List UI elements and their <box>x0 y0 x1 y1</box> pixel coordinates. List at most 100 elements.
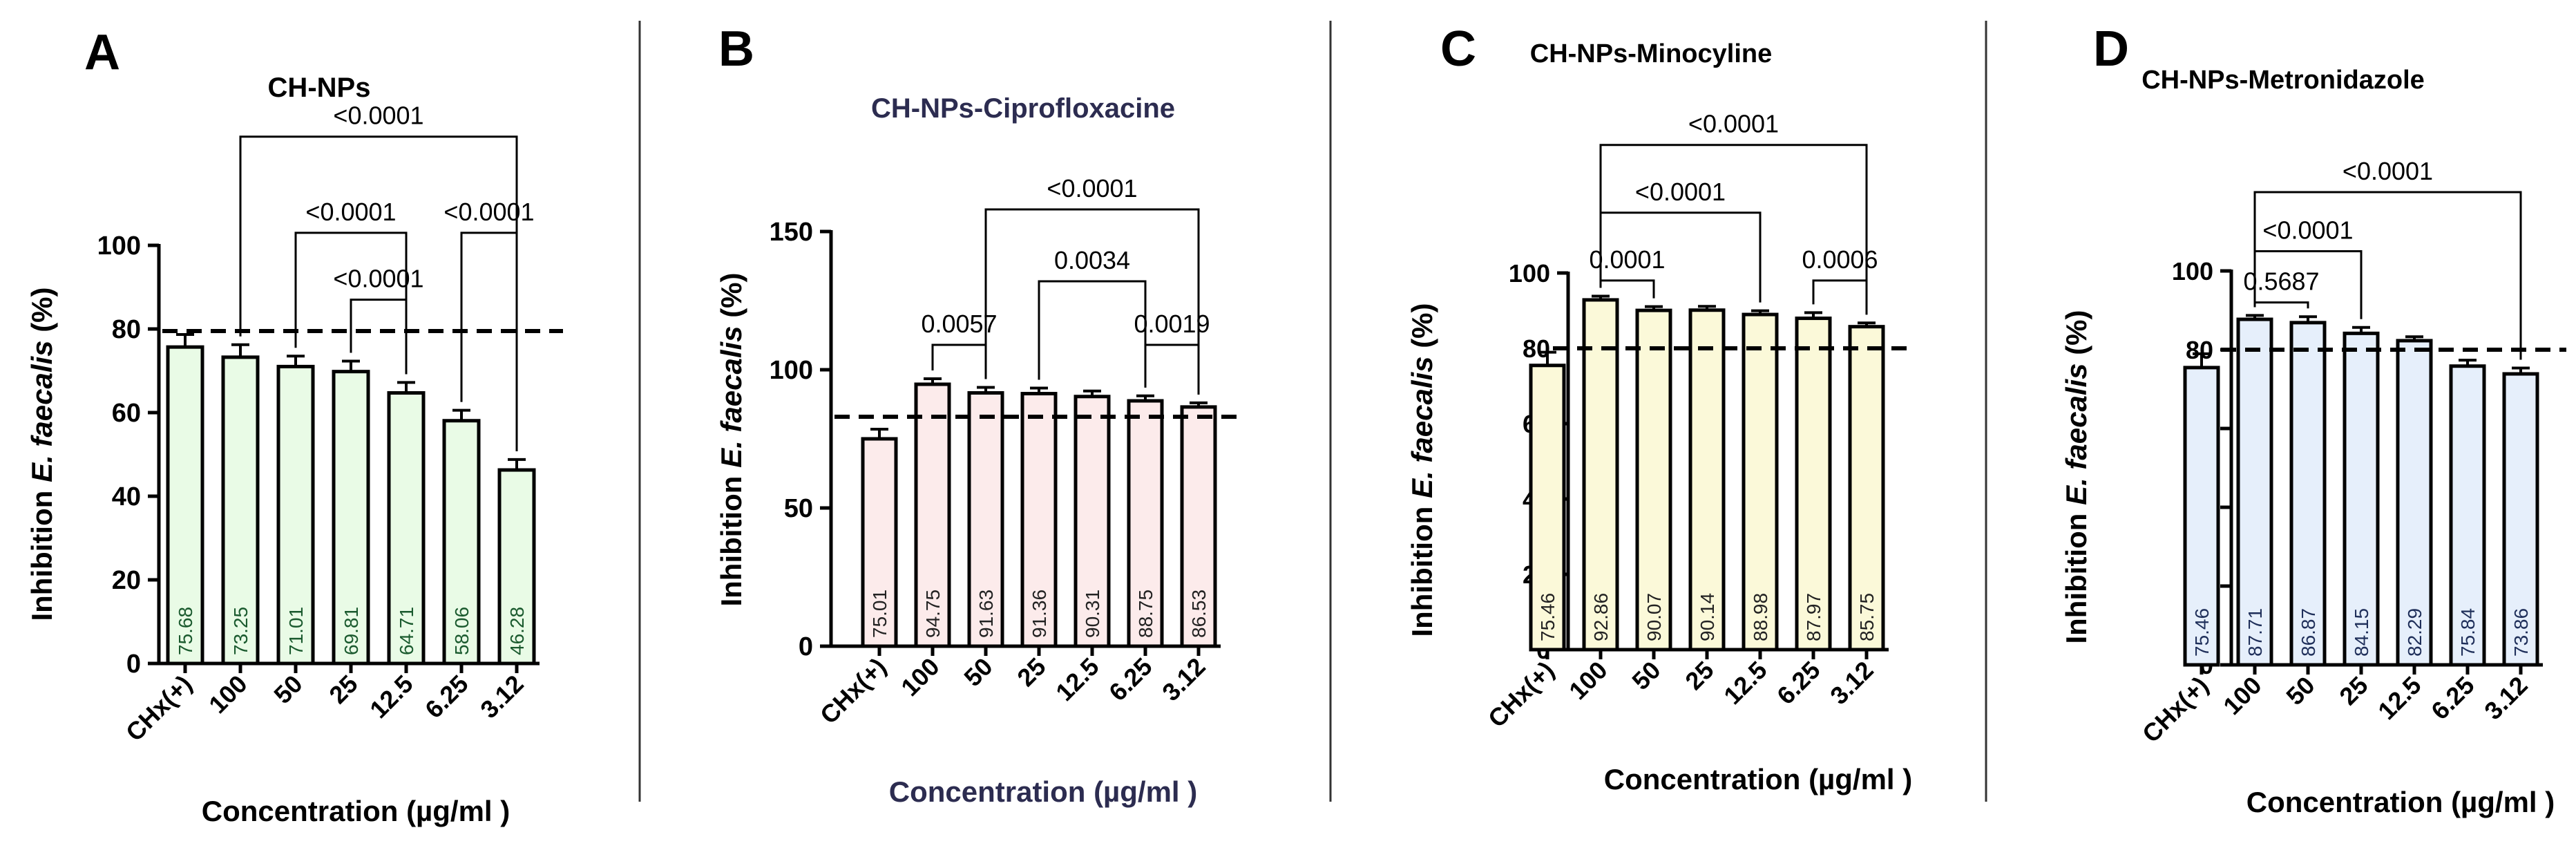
y-tick-label: 80 <box>112 315 141 344</box>
y-tick-label: 80 <box>2186 336 2213 364</box>
significance-label: 0.0034 <box>1054 246 1130 274</box>
y-tick-label: 100 <box>2172 257 2213 285</box>
significance-bracket <box>1599 211 1762 303</box>
panel-letter: C <box>1440 21 1476 77</box>
bar <box>442 419 481 666</box>
bar <box>2236 317 2273 667</box>
bar-value-label: 86.87 <box>2298 608 2319 657</box>
panel-B: B CH-NPs-Ciprofloxacine 0 50 100 150 Inhibitio… <box>715 21 1240 808</box>
bar-value-label: 87.97 <box>1803 593 1824 641</box>
x-axis-label: Concentration (µg/ml ) <box>1604 763 1913 795</box>
y-axis-label-species: E. faecalis <box>2060 363 2092 505</box>
y-axis-label-suffix: (%) <box>715 272 747 326</box>
panel-letter: B <box>718 21 754 77</box>
bar-value-label: 82.29 <box>2404 608 2425 657</box>
y-axis-label-prefix: Inhibition <box>1406 498 1438 637</box>
bar-value-label: 75.84 <box>2457 608 2479 657</box>
chart-title: CH-NPs-Minocyline <box>1530 39 1772 68</box>
bar-value-label: 73.86 <box>2510 608 2532 657</box>
y-tick-label: 80 <box>1523 335 1550 363</box>
bar-value-label: 91.63 <box>975 590 997 638</box>
significance-label: <0.0001 <box>2343 157 2433 185</box>
significance-bracket <box>2253 250 2363 319</box>
significance-label: <0.0001 <box>443 198 534 226</box>
bar-value-label: 87.71 <box>2244 608 2266 657</box>
bar-value-label: 58.06 <box>451 607 473 655</box>
significance-label: 0.5687 <box>2243 267 2319 296</box>
bar-value-label: 90.14 <box>1697 593 1718 641</box>
significance-label: <0.0001 <box>305 198 396 226</box>
bar-value-label: 88.75 <box>1135 590 1156 638</box>
bar-value-label: 91.36 <box>1029 590 1050 638</box>
bar <box>1635 308 1672 652</box>
x-axis-label: Concentration (µg/ml ) <box>889 775 1198 808</box>
significance-label: 0.0019 <box>1134 310 1210 338</box>
y-tick-label: 0 <box>126 650 141 679</box>
significance-label: <0.0001 <box>1688 110 1779 138</box>
significance-label: <0.0001 <box>333 102 423 130</box>
y-axis-label-suffix: (%) <box>26 287 58 340</box>
x-axis-label: Concentration (µg/ml ) <box>202 795 511 827</box>
bar-value-label: 90.31 <box>1082 590 1103 638</box>
significance-label: <0.0001 <box>1047 174 1137 202</box>
significance-bracket <box>1812 279 1868 315</box>
panel-letter: A <box>84 25 120 80</box>
bar-value-label: 90.07 <box>1643 593 1665 641</box>
bar <box>1795 317 1832 652</box>
y-tick-label: 50 <box>784 494 813 523</box>
y-tick-label: 40 <box>112 482 141 511</box>
chart-title: CH-NPs-Ciprofloxacine <box>871 93 1175 124</box>
bar-value-label: 64.71 <box>396 607 417 655</box>
significance-label: <0.0001 <box>333 265 423 293</box>
y-axis-label: Inhibition E. faecalis (%) <box>26 287 58 621</box>
significance-bracket <box>350 299 408 375</box>
significance-bracket <box>1144 343 1200 395</box>
significance-bracket <box>460 232 518 451</box>
chart-title: CH-NPs-Metronidazole <box>2141 66 2425 95</box>
y-axis-label: Inhibition E. faecalis (%) <box>2060 310 2092 643</box>
y-tick-label: 100 <box>1509 259 1550 288</box>
y-axis-label-species: E. faecalis <box>26 340 58 482</box>
bar-value-label: 46.28 <box>506 607 528 655</box>
bar <box>1848 325 1885 652</box>
significance-bracket <box>984 208 1200 395</box>
bar-value-label: 71.01 <box>285 607 307 655</box>
bar-value-label: 88.98 <box>1750 593 1771 641</box>
significance-label: 0.0057 <box>921 310 997 338</box>
y-tick-label: 100 <box>97 232 141 261</box>
y-tick-label: 100 <box>770 356 813 385</box>
significance-label: 0.0006 <box>1802 245 1878 274</box>
bar <box>1180 405 1217 648</box>
bar-value-label: 86.53 <box>1188 590 1210 638</box>
y-axis-label: Inhibition E. faecalis (%) <box>1406 303 1438 637</box>
significance-bracket <box>2253 191 2522 360</box>
y-axis-label-species: E. faecalis <box>1406 356 1438 498</box>
bar-value-label: 75.46 <box>1537 593 1558 641</box>
bar-value-label: 85.75 <box>1856 593 1878 641</box>
significance-bracket <box>1038 280 1147 388</box>
bar <box>914 382 951 648</box>
bar-value-label: 69.81 <box>341 607 362 655</box>
chart-title: CH-NPs <box>268 73 371 103</box>
panel-letter: D <box>2093 21 2129 77</box>
significance-label: <0.0001 <box>1635 178 1726 206</box>
y-axis-label-suffix: (%) <box>1406 303 1438 356</box>
y-tick-label: 60 <box>112 399 141 428</box>
bar <box>276 364 315 666</box>
bar-value-label: 92.86 <box>1590 593 1612 641</box>
bar-value-label: 75.46 <box>2191 608 2213 657</box>
significance-label: <0.0001 <box>2262 216 2353 245</box>
bar <box>1074 395 1111 648</box>
y-axis-label-prefix: Inhibition <box>26 482 58 621</box>
significance-bracket <box>2253 301 2309 309</box>
y-axis-label-prefix: Inhibition <box>715 468 747 607</box>
y-tick-label: 0 <box>799 632 813 661</box>
significance-bracket <box>931 343 987 379</box>
y-axis-label: Inhibition E. faecalis (%) <box>715 272 747 606</box>
bar-value-label: 84.15 <box>2351 608 2372 657</box>
y-axis-label-species: E. faecalis <box>715 326 747 467</box>
panels-group: A CH-NPs 0 20 40 60 80 100 Inhibition E. faecali… <box>26 21 2566 827</box>
y-tick-label: 20 <box>112 566 141 595</box>
